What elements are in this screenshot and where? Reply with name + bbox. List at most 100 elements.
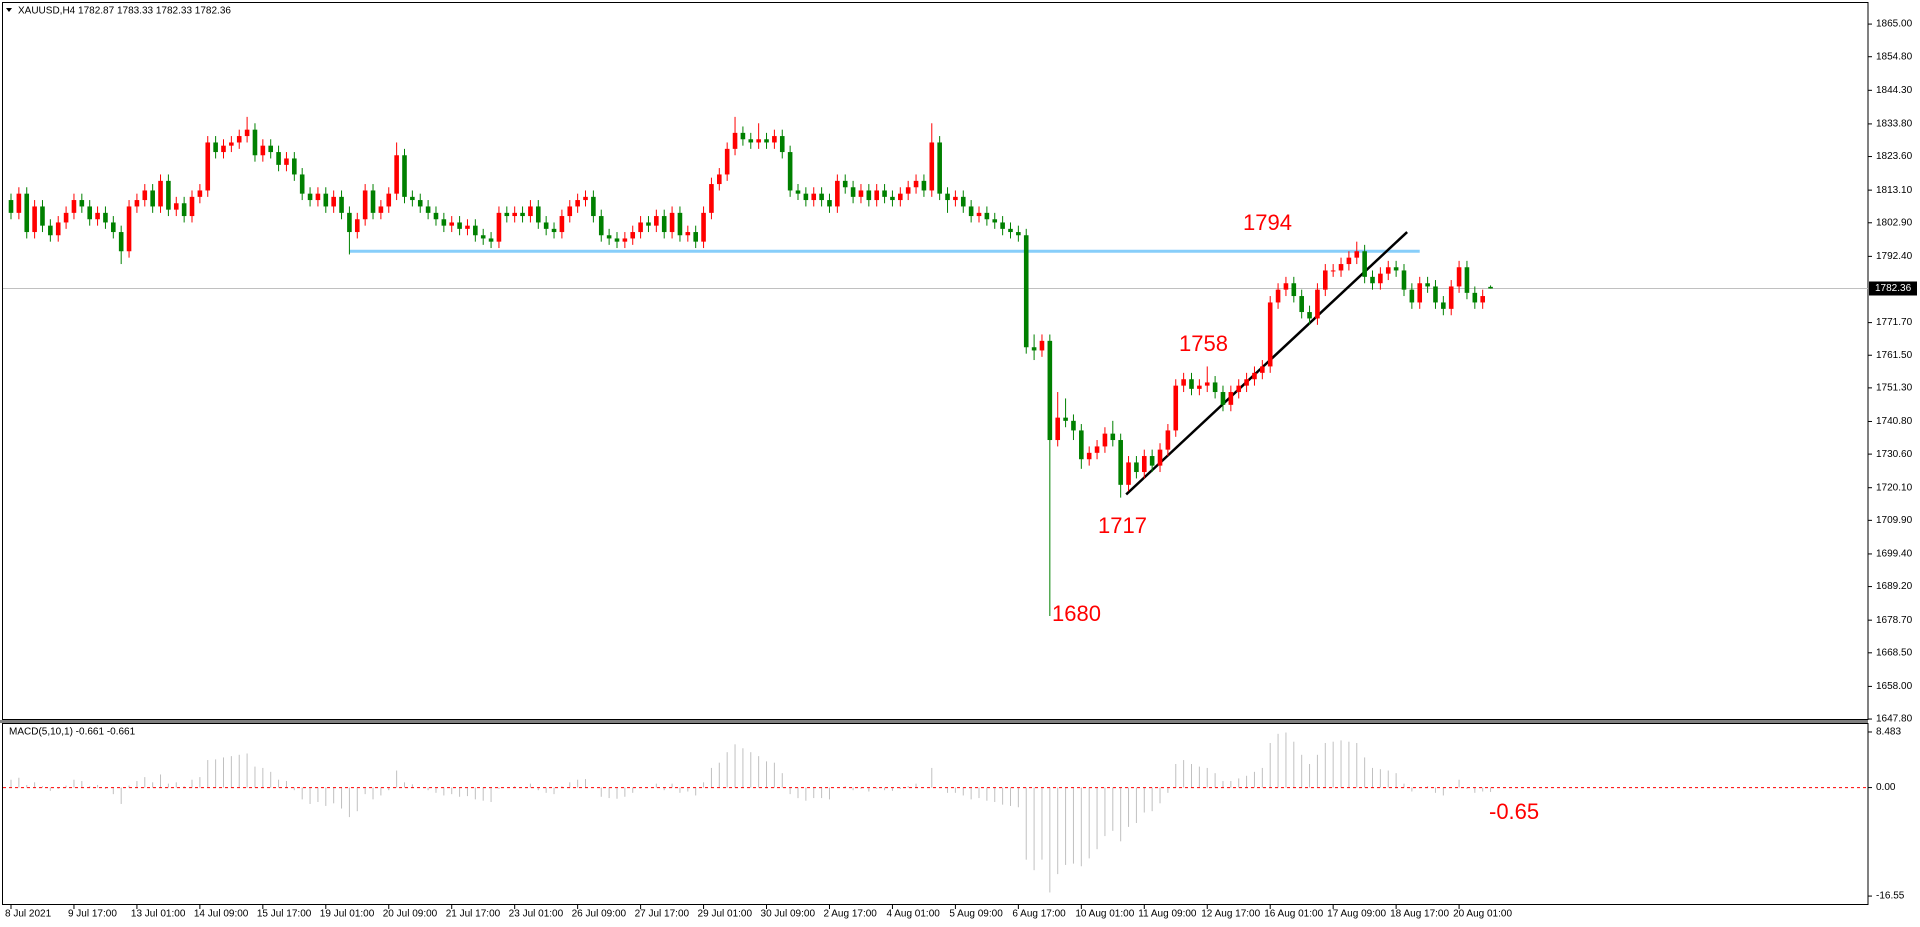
candle-body [1141,456,1147,473]
candle-body [677,212,683,236]
candle-body [55,222,61,236]
candle-body [575,200,580,207]
candle-body [1362,251,1367,277]
candle-body [16,193,22,213]
candle-body [1354,251,1360,258]
candle-body [111,222,116,233]
candle-body [1023,235,1029,348]
candle-body [583,196,588,201]
candle-body [1244,379,1249,386]
candle-body [622,238,628,242]
candle-body [71,200,77,213]
candle-body [1126,462,1131,485]
candle-body [1094,446,1100,453]
chart-title: XAUUSD,H4 1782.87 1783.33 1782.33 1782.3… [18,6,231,17]
candle-body [268,145,274,153]
annotation: 1794 [1243,210,1292,235]
candle-body [1236,385,1242,393]
y-tick-label: 1792.40 [1876,251,1913,262]
x-tick-label: 17 Aug 09:00 [1327,909,1386,920]
candle-body [48,225,53,236]
candle-body [32,206,37,233]
candle-body [819,193,824,201]
x-tick-label: 16 Aug 01:00 [1264,909,1323,920]
candle-body [669,212,675,233]
candle-body [1173,385,1179,431]
candle-body [929,142,935,191]
candle-body [937,142,942,194]
candle-body [717,174,722,185]
y-tick-label: 1854.80 [1876,51,1913,62]
candle-body [126,206,132,252]
candle-body [945,193,950,201]
current-price-label: 1782.36 [1875,283,1912,294]
candle-body [1291,283,1297,297]
candle-body [142,190,148,201]
candle-body [95,212,100,220]
candle-body [1220,392,1226,405]
candle-body [984,212,990,220]
y-tick-label: 1647.80 [1876,714,1913,725]
candle-body [370,190,376,213]
candle-body [1055,417,1061,441]
candle-body [276,152,281,165]
candle-body [236,136,242,143]
candle-body [1252,372,1257,380]
candle-body [1181,379,1186,386]
y-tick-label: 1751.30 [1876,383,1913,394]
candle-body [748,139,754,143]
candle-body [1110,433,1116,441]
annotation: 1758 [1179,331,1228,356]
candle-body [1008,228,1013,233]
y-tick-label: 1813.10 [1876,185,1913,196]
candle-body [685,232,691,236]
candle-body [331,196,336,207]
candle-body [323,193,329,207]
candle-body [40,206,45,226]
x-tick-label: 26 Jul 09:00 [572,909,627,920]
candle-body [347,212,352,233]
candle-body [724,148,730,175]
candle-body [858,190,864,197]
candle-body [1079,430,1084,460]
y-tick-label: 1709.90 [1876,515,1913,526]
candle-body [1118,440,1123,485]
candle-body [1031,347,1037,351]
x-tick-label: 27 Jul 17:00 [635,909,690,920]
candle-body [473,225,478,236]
candle-body [1322,270,1328,290]
macd-title: MACD(5,10,1) -0.661 -0.661 [9,727,136,738]
candle-body [433,212,439,220]
candle-body [551,228,557,233]
candle-body [1283,283,1289,290]
candle-body [543,222,549,229]
candle-body [386,193,392,207]
candle-body [1370,276,1375,284]
candle-body [221,145,226,153]
candle-body [1267,302,1273,367]
annotation: 1717 [1098,513,1147,538]
candle-body [1149,456,1155,466]
y-tick-label: 1761.50 [1876,350,1913,361]
candle-body [953,196,958,201]
y-tick-label: 1720.10 [1876,482,1913,493]
candle-body [150,190,155,207]
candle-body [1134,462,1139,473]
y-tick-label: 1730.60 [1876,449,1913,460]
candle-body [189,196,195,217]
x-tick-label: 23 Jul 01:00 [509,909,564,920]
menu-triangle[interactable] [6,8,12,12]
candle-body [197,190,203,197]
candle-body [1464,267,1470,293]
candle-body [756,139,761,143]
candle-body [779,136,785,153]
candle-body [591,196,596,217]
candle-body [1315,289,1320,319]
candle-body [882,190,887,197]
x-tick-label: 9 Jul 17:00 [68,909,117,920]
candle-body [24,193,30,233]
candle-body [709,184,714,213]
candle-body [79,200,85,207]
candle-body [1204,382,1210,386]
